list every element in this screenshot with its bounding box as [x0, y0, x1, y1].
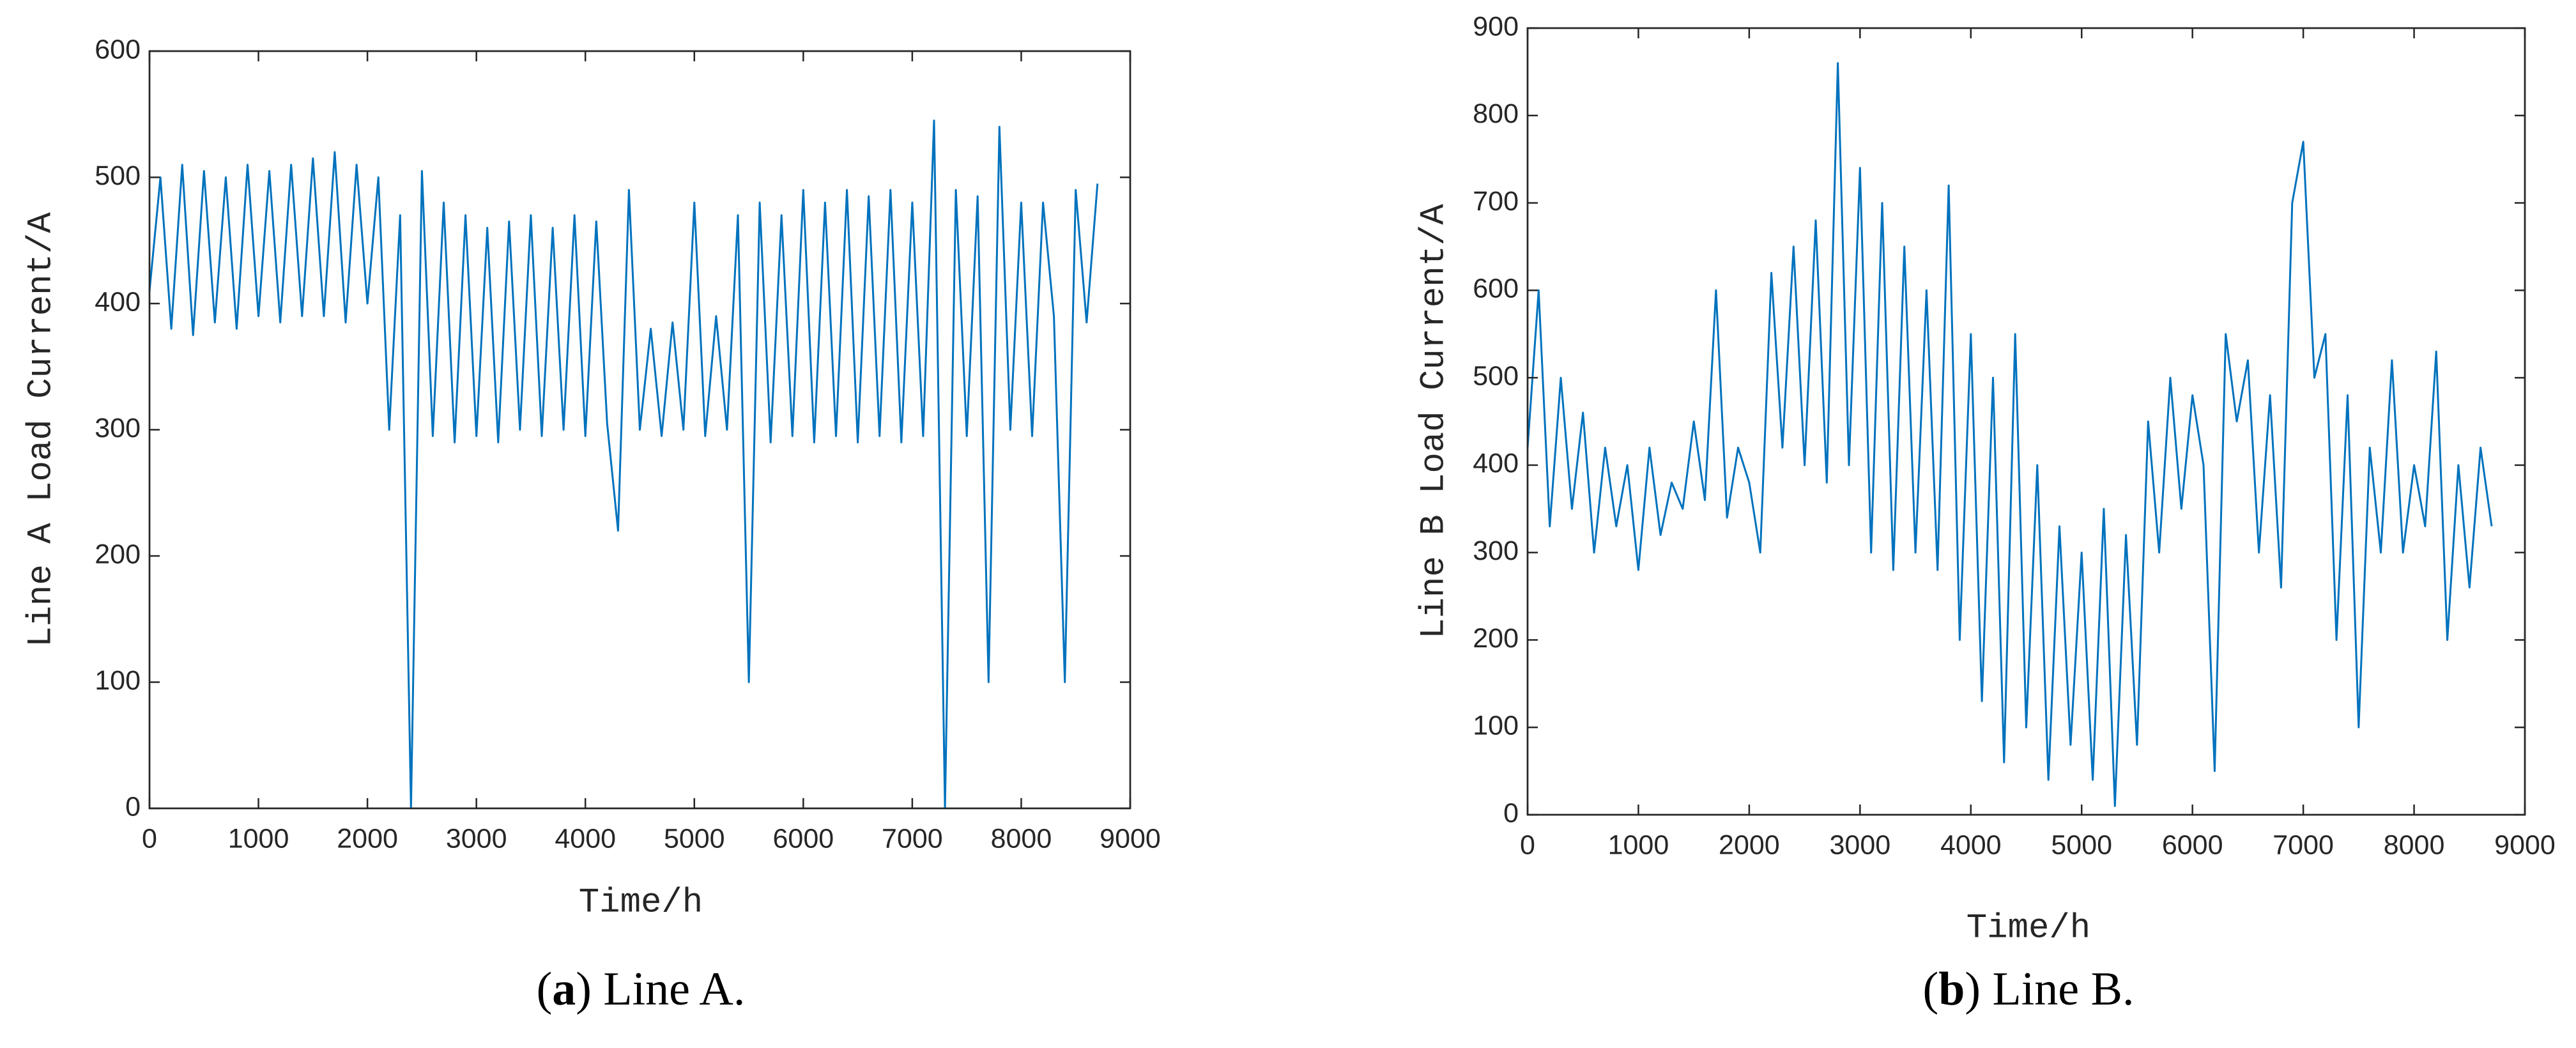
caption-part: b	[1938, 963, 1965, 1015]
y-tick-label: 200	[1473, 623, 1519, 654]
y-tick-label: 900	[1473, 11, 1519, 42]
x-axis-label: Time/h	[579, 883, 703, 922]
x-tick-label: 4000	[1940, 829, 2002, 860]
caption-part: ) Line B.	[1965, 963, 2134, 1015]
x-tick-label: 1000	[228, 823, 289, 854]
y-tick-label: 400	[95, 286, 141, 317]
y-tick-label: 0	[125, 791, 141, 822]
caption-part: (	[537, 963, 553, 1015]
caption-part: a	[552, 963, 576, 1015]
x-tick-label: 1000	[1608, 829, 1669, 860]
data-line	[148, 119, 1099, 810]
caption-part: (	[1923, 963, 1939, 1015]
x-tick-label: 7000	[2273, 829, 2334, 860]
x-tick-label: 9000	[2494, 829, 2556, 860]
caption: (b) Line B.	[1923, 963, 2135, 1015]
y-tick-label: 500	[1473, 360, 1519, 391]
x-tick-label: 3000	[1829, 829, 1890, 860]
caption: (a) Line A.	[537, 963, 746, 1015]
y-tick-label: 100	[95, 665, 141, 696]
x-tick-label: 4000	[555, 823, 616, 854]
x-tick-label: 7000	[882, 823, 943, 854]
data-line	[1526, 62, 2493, 807]
x-tick-label: 8000	[991, 823, 1052, 854]
x-tick-label: 6000	[772, 823, 834, 854]
y-tick-label: 400	[1473, 448, 1519, 479]
y-tick-label: 500	[95, 160, 141, 191]
x-tick-label: 6000	[2162, 829, 2223, 860]
y-tick-label: 800	[1473, 98, 1519, 129]
y-tick-label: 300	[1473, 536, 1519, 566]
x-tick-label: 8000	[2384, 829, 2445, 860]
y-tick-label: 700	[1473, 186, 1519, 217]
chart: 0 1000 2000 3000 4000 5000 6000 7000 8000 9000 0 10…	[22, 34, 1161, 1015]
x-tick-label: 0	[142, 823, 157, 854]
x-tick-label: 3000	[446, 823, 507, 854]
y-tick-label: 600	[1473, 274, 1519, 304]
y-tick-label: 300	[95, 413, 141, 443]
x-tick-label: 5000	[2051, 829, 2112, 860]
x-tick-label: 0	[1520, 829, 1535, 860]
chart: 0 1000 2000 3000 4000 5000 6000 7000 8000 9000 0 10…	[1414, 11, 2556, 1015]
plot-border	[1526, 27, 2526, 816]
y-tick-label: 600	[95, 34, 141, 65]
y-tick-label: 0	[1503, 798, 1519, 828]
caption-part: ) Line A.	[576, 963, 745, 1015]
y-axis-label: Line A Load Current/A	[22, 212, 61, 647]
y-axis-label: Line B Load Current/A	[1414, 204, 1453, 639]
x-axis-label: Time/h	[1966, 909, 2090, 948]
x-tick-label: 9000	[1100, 823, 1161, 854]
y-tick-label: 200	[95, 539, 141, 569]
x-tick-label: 2000	[337, 823, 398, 854]
x-tick-label: 2000	[1719, 829, 1780, 860]
y-tick-label: 100	[1473, 711, 1519, 741]
x-tick-label: 5000	[664, 823, 725, 854]
